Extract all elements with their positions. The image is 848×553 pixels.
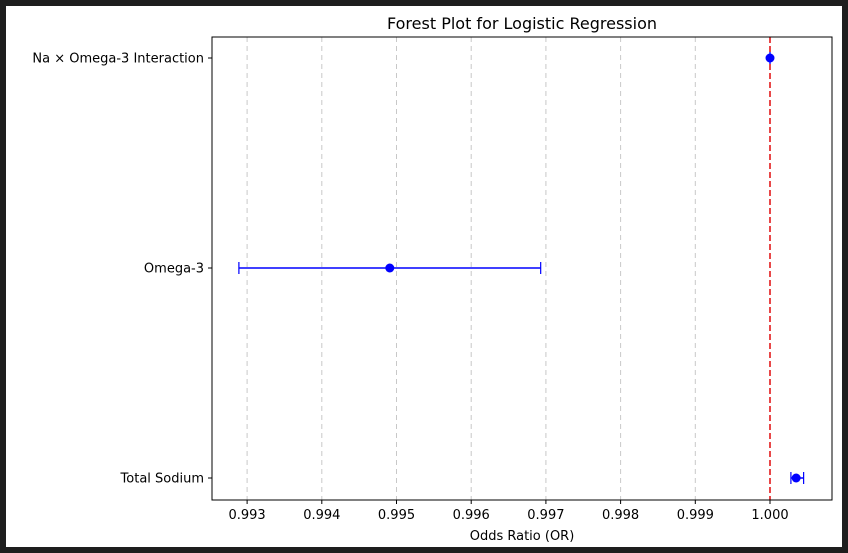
x-tick-label: 1.000 (751, 508, 788, 523)
y-tick-label: Total Sodium (120, 472, 204, 487)
x-tick-label: 0.998 (602, 508, 639, 523)
point-estimate (385, 263, 395, 273)
x-tick-label: 0.994 (303, 508, 340, 523)
y-tick-label: Na × Omega-3 Interaction (32, 52, 204, 67)
point-estimate (791, 473, 801, 483)
tick-marks: 0.993 0.994 0.995 0.996 0.997 0.998 0.999 1.000… (32, 52, 788, 524)
x-tick-label: 0.999 (677, 508, 714, 523)
point-estimate (765, 53, 775, 63)
x-tick-label: 0.993 (228, 508, 265, 523)
forest-plot: 0.993 0.994 0.995 0.996 0.997 0.998 0.999 1.000… (32, 14, 833, 544)
x-tick-label: 0.995 (378, 508, 415, 523)
x-tick-label: 0.997 (527, 508, 564, 523)
x-tick-label: 0.996 (453, 508, 490, 523)
data-marks (238, 52, 805, 484)
chart-title: Forest Plot for Logistic Regression (387, 14, 657, 33)
y-tick-label: Omega-3 (144, 262, 204, 277)
x-axis-label: Odds Ratio (OR) (470, 529, 575, 544)
figure: 0.993 0.994 0.995 0.996 0.997 0.998 0.999 1.000… (6, 6, 842, 547)
